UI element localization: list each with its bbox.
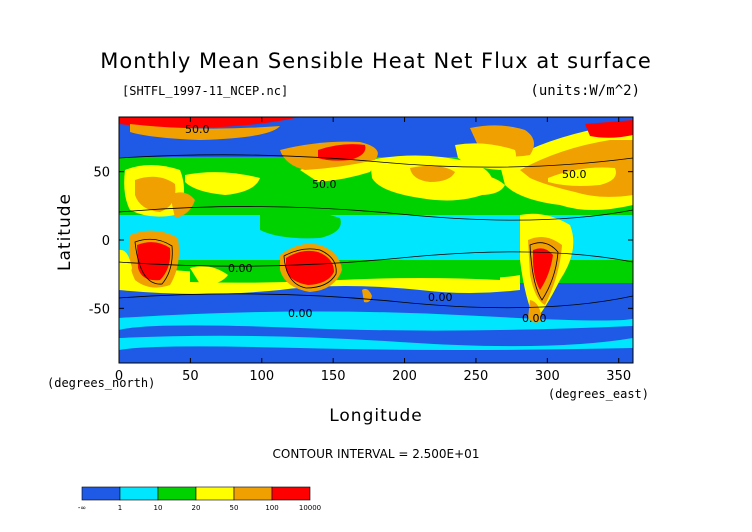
x-unit-label: (degrees_east): [548, 387, 649, 401]
colorbar-swatch: [119, 486, 159, 501]
contour-line-south: [119, 293, 633, 309]
south-africa-red: [137, 242, 171, 281]
colorbar-swatch: [233, 486, 273, 501]
x-tick-label: 200: [392, 369, 417, 384]
southern-cyan-strip: [119, 311, 633, 331]
contour-label: 0.00: [288, 307, 313, 320]
contour-lines: [119, 154, 633, 309]
north-america-yellow: [455, 143, 516, 170]
north-africa-orange: [135, 176, 176, 212]
contour-label: 0.00: [522, 312, 547, 325]
contour-australia: [283, 248, 337, 289]
colorbar-swatch: [81, 486, 121, 501]
asia-yellow: [185, 172, 260, 195]
arctic-red-east: [585, 120, 633, 138]
colorbar-label: 20: [192, 504, 201, 512]
north-atlantic-yellow: [548, 167, 616, 186]
x-axis: 0 50 100 150 200 250 300 350: [115, 117, 631, 384]
contour-interval-label: CONTOUR INTERVAL = 2.500E+01: [273, 447, 480, 461]
patagonia-orange: [528, 300, 542, 323]
y-tick-label: -50: [89, 302, 110, 317]
x-axis-label: Longitude: [329, 406, 423, 426]
units-label: (units:W/m^2): [530, 83, 640, 99]
chart-title: Monthly Mean Sensible Heat Net Flux at s…: [100, 49, 652, 73]
southern-cyan-strip-2: [119, 335, 633, 350]
gulf-yellow: [465, 174, 505, 195]
colorbar-label: 50: [230, 504, 239, 512]
colorbar-label: 10: [154, 504, 163, 512]
y-tick-label: 50: [93, 166, 110, 181]
arctic-orange-strip: [130, 124, 280, 140]
south-pacific-green: [190, 260, 500, 283]
colorbar-label: 100: [265, 504, 278, 512]
plot-area: [119, 117, 633, 363]
colorbar-label: 1: [118, 504, 122, 512]
y-axis-label: Latitude: [55, 193, 75, 271]
contour-label: 0.00: [428, 291, 453, 304]
contour-label: 50.0: [185, 123, 210, 136]
colorbar-swatch: [195, 486, 235, 501]
x-tick-label: 150: [321, 369, 346, 384]
colorbar-label: -∞: [78, 504, 86, 512]
contour-label: 0.00: [228, 262, 253, 275]
chart-subtitle: [SHTFL_1997-11_NCEP.nc]: [122, 84, 288, 98]
y-axis: -50 0 50: [89, 166, 633, 317]
x-tick-label: 0: [115, 369, 123, 384]
x-tick-label: 50: [182, 369, 199, 384]
indian-ocean-yellow: [190, 266, 228, 285]
contour-line-north: [119, 154, 633, 168]
contour-south-america: [529, 242, 559, 301]
colorbar: -∞ 1 10 20 50 100 10000: [78, 486, 321, 512]
north-pacific-orange: [410, 165, 455, 182]
contour-label: 50.0: [312, 178, 337, 191]
australia-red: [286, 250, 334, 285]
x-tick-label: 100: [249, 369, 274, 384]
x-tick-label: 350: [606, 369, 631, 384]
colorbar-label: 10000: [299, 504, 321, 512]
contour-line-subtropic: [119, 206, 633, 221]
contour-africa: [134, 238, 173, 285]
y-unit-label: (degrees_north): [47, 376, 155, 390]
maritime-continent: [260, 210, 341, 239]
south-america-red: [533, 248, 553, 290]
africa-yellow-west: [119, 249, 132, 288]
contour-labels: 50.0 50.0 50.0 0.00 0.00 0.00 0.00: [185, 123, 587, 325]
arabia-orange: [170, 192, 195, 218]
colorbar-swatch: [271, 486, 311, 501]
contour-label: 50.0: [562, 168, 587, 181]
x-tick-label: 300: [535, 369, 560, 384]
y-tick-label: 0: [102, 234, 110, 249]
arctic-red-strip: [119, 117, 300, 128]
x-tick-label: 250: [464, 369, 489, 384]
siberia-red: [318, 144, 366, 161]
contour-line-tropic: [119, 251, 633, 267]
colorbar-swatch: [157, 486, 197, 501]
